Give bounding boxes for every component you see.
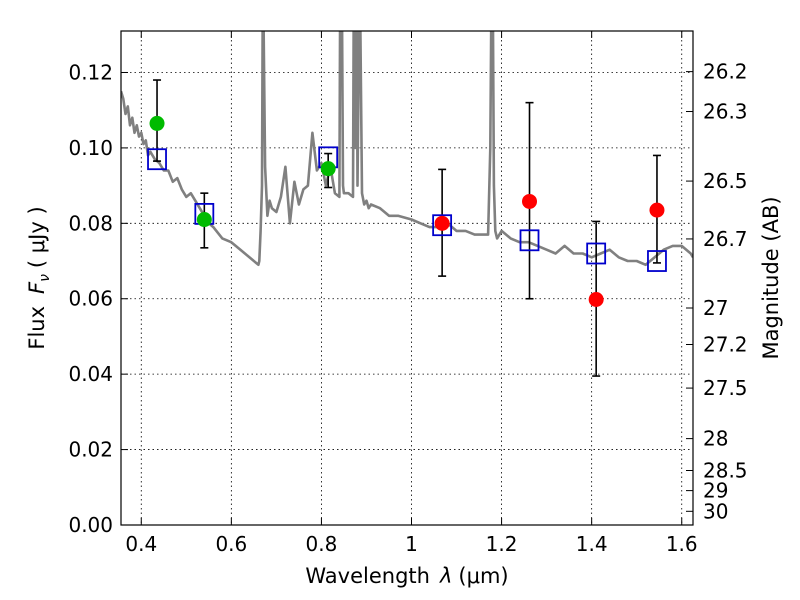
observed-point [149, 115, 165, 131]
x-tick-label: 1.2 [486, 532, 518, 556]
observed-point [196, 212, 212, 228]
model-square-point [586, 242, 607, 265]
x-tick-label: 1.4 [576, 532, 608, 556]
x-tick-label: 0.4 [125, 532, 157, 556]
y-tick-label: 0.12 [68, 60, 113, 84]
model-square-point [647, 250, 667, 272]
observed-points [149, 115, 665, 307]
model-square-point [519, 229, 540, 252]
magnitude-axis-label: Magnitude (AB) [759, 196, 783, 359]
model-bandpass-squares [147, 146, 667, 272]
y-tick-label: 0.00 [68, 513, 113, 537]
mag-tick-label: 27.5 [703, 376, 748, 400]
observed-point [588, 291, 604, 307]
x-tick-label: 1.6 [666, 532, 698, 556]
observed-point [522, 193, 538, 209]
mag-tick-label: 28 [703, 427, 728, 451]
mag-tick-label: 27.2 [703, 333, 748, 357]
observed-point [320, 161, 336, 177]
mag-tick-label: 28.5 [703, 458, 748, 482]
observed-point [649, 202, 665, 218]
model-square-point [147, 148, 167, 171]
x-axis-label: Wavelength λ (μm) [305, 564, 508, 588]
y-axis-label: FluxFν( μJy ) [25, 206, 53, 349]
plot-frame [120, 30, 694, 526]
error-bars [153, 79, 661, 377]
y-tick-label: 0.10 [68, 136, 113, 160]
axis-ticks: 0.4 0.6 0.8 1 1.2 1.4 1.6 0.00 0.02 0.04 0.06 0.08 0… [68, 31, 748, 556]
y-tick-label: 0.04 [68, 362, 113, 386]
x-tick-label: 1 [405, 532, 418, 556]
model-square-point [432, 214, 453, 237]
mag-tick-label: 27 [703, 296, 728, 320]
mag-tick-label: 26.3 [703, 100, 748, 124]
mag-tick-label: 26.7 [703, 227, 748, 251]
x-tick-label: 0.6 [215, 532, 247, 556]
mag-tick-label: 26.5 [703, 169, 748, 193]
mag-tick-label: 30 [703, 499, 728, 523]
grid [121, 31, 693, 526]
mag-tick-label: 26.2 [703, 60, 748, 84]
mag-tick-label: 29 [703, 479, 728, 503]
y-tick-label: 0.02 [68, 438, 113, 462]
observed-point [434, 215, 450, 231]
x-tick-label: 0.8 [306, 532, 338, 556]
y-tick-label: 0.06 [68, 287, 113, 311]
y-tick-label: 0.08 [68, 211, 113, 235]
